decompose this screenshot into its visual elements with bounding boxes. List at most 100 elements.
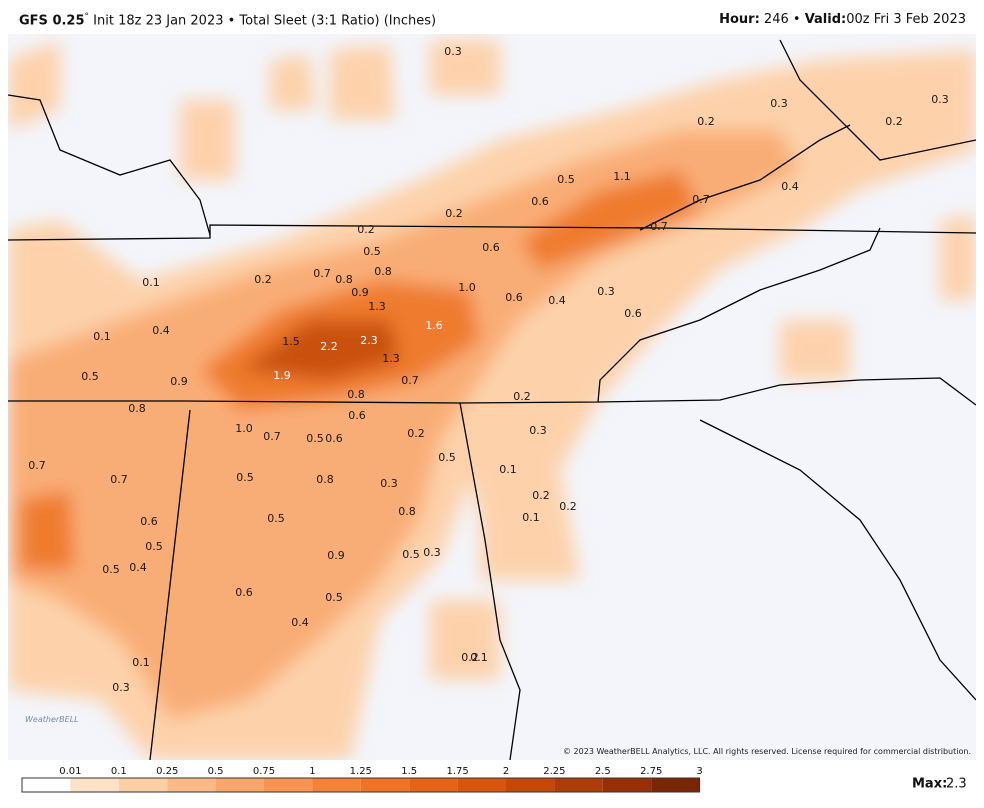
map-label: 0.2 (559, 500, 577, 513)
colorbar-swatch (360, 778, 410, 792)
map-label: 0.5 (306, 432, 324, 445)
colorbar-swatch (167, 778, 216, 792)
description: Init 18z 23 Jan 2023 • Total Sleet (3:1 … (93, 13, 437, 29)
colorbar-swatch (215, 778, 264, 792)
map-label: 0.4 (152, 324, 170, 337)
map-label: 0.2 (513, 390, 531, 403)
map-label: 1.9 (273, 369, 291, 382)
map-label: 1.6 (425, 319, 443, 332)
map-label: 1.0 (235, 422, 253, 435)
map-label: 1.1 (613, 170, 631, 183)
map-label: 0.2 (407, 427, 425, 440)
copyright: © 2023 WeatherBELL Analytics, LLC. All r… (563, 747, 971, 756)
map-label: 0.6 (624, 307, 642, 320)
sleet-field (8, 40, 976, 760)
map-label: 1.5 (282, 335, 300, 348)
map-label: 0.7 (401, 374, 419, 387)
map-label: 0.2 (357, 223, 375, 236)
map-label: 0.6 (235, 586, 253, 599)
header-right: Hour: 246 • Valid:00z Fri 3 Feb 2023 (719, 12, 966, 27)
colorbar-tick-label: 0.25 (156, 766, 178, 777)
valid-label: Valid: (804, 12, 847, 27)
colorbar-swatch (118, 778, 168, 792)
colorbar-tick-label: 1 (309, 766, 315, 777)
map-label: 0.5 (557, 173, 575, 186)
map-label: 0.1 (522, 511, 540, 524)
map-label: 0.5 (81, 370, 99, 383)
colorbar-swatch (264, 778, 313, 792)
map-label: 0.4 (548, 294, 566, 307)
colorbar-swatch (409, 778, 458, 792)
map-label: 2.2 (320, 340, 338, 353)
colorbar-tick-label: 0.5 (208, 766, 224, 777)
map-label: 0.5 (325, 591, 343, 604)
map-label: 2.3 (360, 334, 378, 347)
degree: ° (84, 12, 90, 22)
colorbar: 0.01 0.1 0.25 0.5 0.75 1 1.25 1.5 1.75 2 2.25 2.5 2.… (21, 766, 703, 793)
map-label: 0.6 (482, 241, 500, 254)
map-label: 0.3 (112, 681, 130, 694)
map-label: 0.8 (316, 473, 334, 486)
map-label: 0.3 (770, 97, 788, 110)
sleet-medium (8, 130, 800, 720)
logo: WeatherBELL (25, 715, 79, 724)
map-label: 0.7 (313, 267, 331, 280)
colorbar-tick-label: 1.25 (350, 766, 372, 777)
colorbar-tick-label: 2.5 (595, 766, 611, 777)
map-label: 0.5 (363, 245, 381, 258)
borders (8, 39, 976, 760)
map-label: 0.7 (650, 220, 668, 233)
sleet-patch (180, 40, 976, 680)
colorbar-frame (21, 777, 701, 793)
map-label: 0.3 (529, 424, 547, 437)
map-label: 0.8 (374, 265, 392, 278)
map-label: 0.2 (254, 273, 272, 286)
map-label: 0.7 (28, 459, 46, 472)
map-label: 0.3 (597, 285, 615, 298)
colorbar-swatch (70, 778, 119, 792)
colorbar-swatch (506, 778, 555, 792)
map-label: 0.5 (102, 563, 120, 576)
map-label: 0.1 (142, 276, 160, 289)
map-label: 0.9 (351, 286, 369, 299)
map-label: 0.8 (347, 388, 365, 401)
map-label: 0.2 (532, 489, 550, 502)
map-label: 0.8 (335, 273, 353, 286)
colorbar-tick-label: 2.25 (543, 766, 565, 777)
map-label: 1.3 (382, 352, 400, 365)
map-label: 0.8 (398, 505, 416, 518)
colorbar-swatch (457, 778, 506, 792)
colorbar-swatch (602, 778, 652, 792)
map-label: 0.1 (132, 656, 150, 669)
colorbar-tick-label: 1.5 (401, 766, 417, 777)
map-label: 0.6 (348, 409, 366, 422)
header-left: GFS 0.25° Init 18z 23 Jan 2023 • Total S… (19, 12, 436, 28)
map-label: 0.2 (697, 115, 715, 128)
colorbar-tick-label: 0.75 (253, 766, 275, 777)
map-label: 0.2 (461, 651, 479, 664)
map-label: 0.3 (931, 93, 949, 106)
map-label: 0.5 (438, 451, 456, 464)
colorbar-swatch (554, 778, 603, 792)
map (8, 34, 976, 760)
colorbar-tick-label: 0.1 (111, 766, 127, 777)
map-label: 0.5 (236, 471, 254, 484)
map-label: 0.4 (129, 561, 147, 574)
map-label: 0.3 (444, 45, 462, 58)
colorbar-swatch (312, 778, 361, 792)
map-label: 0.6 (505, 291, 523, 304)
map-label: 0.2 (445, 207, 463, 220)
valid: 00z Fri 3 Feb 2023 (846, 12, 966, 27)
map-label: 0.5 (402, 548, 420, 561)
colorbar-swatch (651, 778, 700, 792)
colorbar-tick-label: 2 (503, 766, 509, 777)
colorbar-tick-label: 2.75 (640, 766, 662, 777)
map-label: 0.7 (110, 473, 128, 486)
hour: 246 • (763, 12, 801, 27)
map-label: 0.1 (93, 330, 111, 343)
max-value: 2.3 (946, 777, 967, 792)
model: GFS 0.25 (19, 13, 85, 29)
map-label: 0.3 (423, 546, 441, 559)
